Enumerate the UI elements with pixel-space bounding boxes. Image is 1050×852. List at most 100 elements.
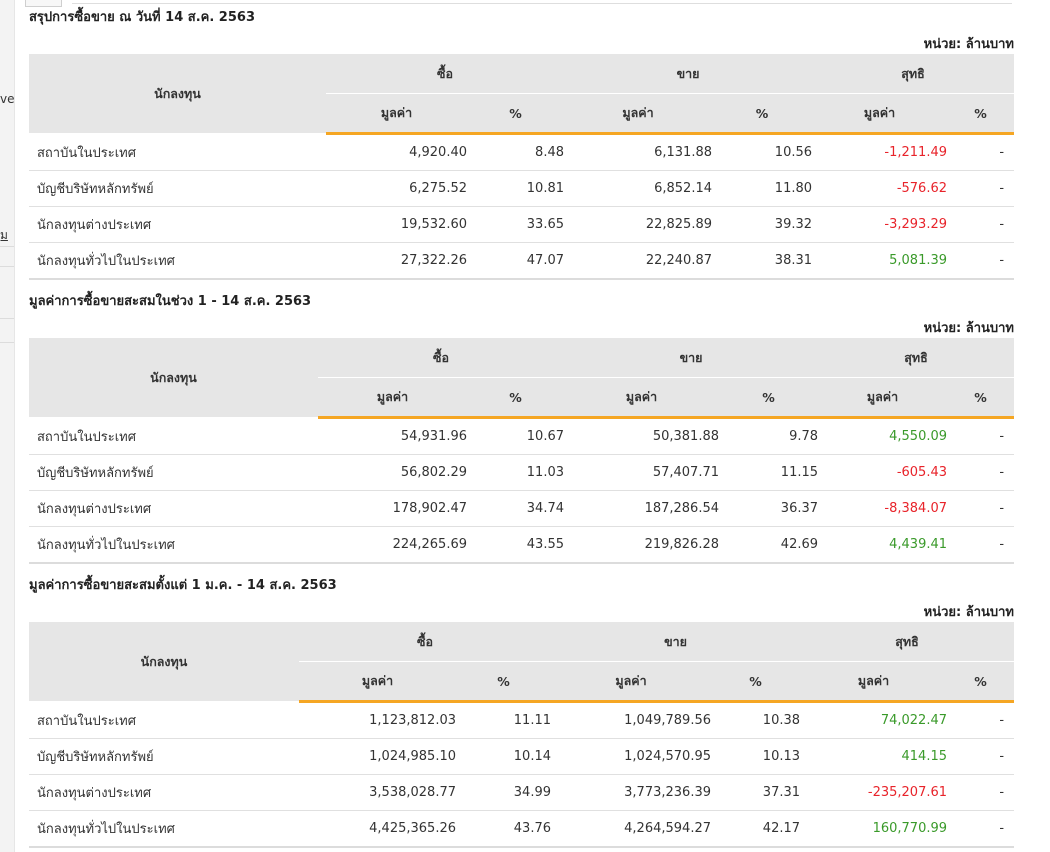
sidebar-divider [0,342,14,343]
header-investor: นักลงทุน [29,622,299,702]
buy-pct: 10.81 [467,170,564,207]
summary-section-month-to-date: มูลค่าการซื้อขายสะสมในช่วง 1 - 14 ส.ค. 2… [29,293,1015,564]
investor-name: นักลงทุนต่างประเทศ [29,206,326,243]
net-value: -8,384.07 [818,490,948,527]
sell-pct: 10.13 [711,738,801,775]
table-row: บัญชีบริษัทหลักทรัพย์ 1,024,985.10 10.14… [29,738,1015,775]
investor-name: บัญชีบริษัทหลักทรัพย์ [29,738,299,775]
header-net-value: มูลค่า [812,93,948,135]
top-tab-edge[interactable] [25,0,62,7]
investor-name: สถาบันในประเทศ [29,133,326,171]
header-sell: ขาย [564,54,813,94]
net-value: -1,211.49 [812,133,948,171]
summary-section-daily: สรุปการซื้อขาย ณ วันที่ 14 ส.ค. 2563 หน่… [29,9,1015,280]
sell-value: 1,024,570.95 [551,738,711,775]
header-net: สุทธิ [818,338,1015,378]
net-value: -576.62 [812,170,948,207]
net-value: 4,439.41 [818,526,948,564]
net-pct: - [947,170,1015,207]
table-row: นักลงทุนทั่วไปในประเทศ 224,265.69 43.55 … [29,526,1015,564]
table-row: สถาบันในประเทศ 54,931.96 10.67 50,381.88… [29,417,1015,455]
investor-name: บัญชีบริษัทหลักทรัพย์ [29,170,326,207]
header-sell-pct: % [719,377,819,419]
sell-pct: 42.69 [719,526,819,564]
investor-name: สถาบันในประเทศ [29,417,318,455]
investor-name: นักลงทุนทั่วไปในประเทศ [29,810,299,848]
header-sell-pct: % [712,93,813,135]
sell-value: 6,131.88 [564,133,712,171]
header-net: สุทธิ [800,622,1015,662]
sell-value: 22,825.89 [564,206,712,243]
buy-pct: 11.03 [467,454,564,491]
unit-label: หน่วย: ล้านบาท [923,37,1014,52]
header-investor: นักลงทุน [29,338,318,418]
net-pct: - [947,701,1015,739]
header-buy-pct: % [467,377,564,419]
investor-name: สถาบันในประเทศ [29,701,299,739]
buy-pct: 47.07 [467,242,564,280]
header-buy-pct: % [467,93,564,135]
table-row: นักลงทุนทั่วไปในประเทศ 27,322.26 47.07 2… [29,242,1015,280]
net-pct: - [947,810,1015,848]
sell-pct: 36.37 [719,490,819,527]
net-pct: - [947,242,1015,280]
sell-pct: 39.32 [712,206,813,243]
buy-pct: 34.74 [467,490,564,527]
header-buy-pct: % [456,661,551,703]
header-net-pct: % [947,377,1015,419]
net-pct: - [947,774,1015,811]
table-row: นักลงทุนต่างประเทศ 19,532.60 33.65 22,82… [29,206,1015,243]
sell-pct: 11.80 [712,170,813,207]
sell-value: 6,852.14 [564,170,712,207]
net-pct: - [947,738,1015,775]
investor-name: นักลงทุนต่างประเทศ [29,774,299,811]
header-net-value: มูลค่า [800,661,948,703]
sell-value: 219,826.28 [564,526,719,564]
header-buy: ซื้อ [299,622,551,662]
sell-pct: 42.17 [711,810,801,848]
net-value: 4,550.09 [818,417,948,455]
trading-summary-table: นักลงทุน ซื้อ ขาย สุทธิ มูลค่า % มูลค่า … [29,338,1015,564]
header-buy-value: มูลค่า [299,661,456,703]
buy-value: 19,532.60 [326,206,467,243]
net-value: -235,207.61 [800,774,948,811]
section-title: มูลค่าการซื้อขายสะสมในช่วง 1 - 14 ส.ค. 2… [29,294,312,309]
header-sell-value: มูลค่า [564,93,712,135]
table-row: บัญชีบริษัทหลักทรัพย์ 6,275.52 10.81 6,8… [29,170,1015,207]
trading-summary-table: นักลงทุน ซื้อ ขาย สุทธิ มูลค่า % มูลค่า … [29,622,1015,848]
header-sell-pct: % [711,661,801,703]
buy-value: 56,802.29 [318,454,467,491]
table-row: สถาบันในประเทศ 1,123,812.03 11.11 1,049,… [29,701,1015,739]
investor-name: นักลงทุนทั่วไปในประเทศ [29,242,326,280]
table-row: นักลงทุนต่างประเทศ 178,902.47 34.74 187,… [29,490,1015,527]
investor-name: บัญชีบริษัทหลักทรัพย์ [29,454,318,491]
net-value: 160,770.99 [800,810,948,848]
buy-pct: 10.67 [467,417,564,455]
buy-pct: 34.99 [456,774,551,811]
sidebar-fragment-link[interactable]: ุ้ม [0,228,8,242]
sell-value: 22,240.87 [564,242,712,280]
sell-pct: 10.56 [712,133,813,171]
net-pct: - [947,133,1015,171]
buy-value: 1,024,985.10 [299,738,456,775]
buy-value: 54,931.96 [318,417,467,455]
header-buy-value: มูลค่า [326,93,467,135]
buy-value: 3,538,028.77 [299,774,456,811]
buy-value: 178,902.47 [318,490,467,527]
summary-section-year-to-date: มูลค่าการซื้อขายสะสมตั้งแต่ 1 ม.ค. - 14 … [29,577,1015,848]
section-title: มูลค่าการซื้อขายสะสมตั้งแต่ 1 ม.ค. - 14 … [29,578,337,593]
left-sidebar-edge [0,0,15,852]
table-row: นักลงทุนทั่วไปในประเทศ 4,425,365.26 43.7… [29,810,1015,848]
sell-pct: 11.15 [719,454,819,491]
buy-pct: 8.48 [467,133,564,171]
net-value: 74,022.47 [800,701,948,739]
buy-value: 4,425,365.26 [299,810,456,848]
buy-pct: 10.14 [456,738,551,775]
sell-value: 57,407.71 [564,454,719,491]
sell-value: 50,381.88 [564,417,719,455]
sell-pct: 10.38 [711,701,801,739]
unit-label: หน่วย: ล้านบาท [923,605,1014,620]
net-value: 414.15 [800,738,948,775]
net-value: -605.43 [818,454,948,491]
unit-label: หน่วย: ล้านบาท [923,321,1014,336]
